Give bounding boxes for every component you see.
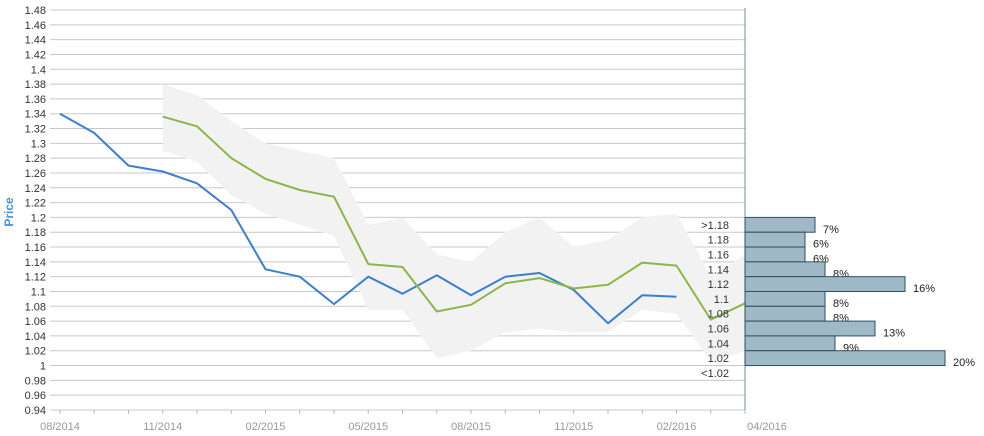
y-tick-label: 1.22 xyxy=(25,198,46,210)
y-tick-label: 1.04 xyxy=(25,331,46,343)
forecast-range-band xyxy=(162,84,746,362)
y-axis-label: Price xyxy=(2,197,16,227)
distribution-histogram: >1.18 7%1.18 6%1.16 6%1.14 8%1.12 16%1.1 8%1.0… xyxy=(701,216,975,380)
histogram-bar xyxy=(744,350,946,367)
y-tick-label: 1.46 xyxy=(25,20,46,32)
histogram-bar xyxy=(744,216,816,233)
histogram-bin-label: 1.04 xyxy=(708,338,729,350)
histogram-bin-label: 1.08 xyxy=(708,309,729,321)
histogram-bin-label: <1.02 xyxy=(701,368,729,380)
histogram-percent-label: 8% xyxy=(833,298,849,310)
y-tick-label: 1.42 xyxy=(25,49,46,61)
series-line-blue xyxy=(59,112,677,325)
y-tick-label: 1.06 xyxy=(25,316,46,328)
y-tick-label: 1.12 xyxy=(25,272,46,284)
y-tick-label: 0.98 xyxy=(25,375,46,387)
y-tick-label: 1.36 xyxy=(25,94,46,106)
x-axis-ticks: 08/2014 11/2014 02/2015 05/2015 08/2015 11/20… xyxy=(40,410,787,433)
histogram-bar xyxy=(744,246,806,263)
y-tick-label: 1.28 xyxy=(25,153,46,165)
x-tick-label: 05/2015 xyxy=(348,421,388,433)
histogram-bin-label: >1.18 xyxy=(701,220,729,232)
histogram-bin-label: 1.16 xyxy=(708,249,729,261)
histogram-bin-label: 1.18 xyxy=(708,235,729,247)
histogram-bar xyxy=(744,276,906,292)
histogram-bar xyxy=(744,261,826,278)
y-tick-label: 1.18 xyxy=(25,227,46,239)
histogram-percent-label: 20% xyxy=(953,357,975,369)
x-tick-label: 02/2015 xyxy=(246,421,286,433)
price-series-lines xyxy=(59,112,761,325)
histogram-bin-label: 1.06 xyxy=(708,324,729,336)
y-tick-label: 0.96 xyxy=(25,390,46,402)
histogram-percent-label: 6% xyxy=(813,239,829,251)
histogram-bar xyxy=(744,335,836,352)
y-tick-label: 1.34 xyxy=(25,109,46,121)
histogram-bar xyxy=(744,290,826,307)
y-axis-ticks: 1.48 1.46 1.44 1.42 1.4 1.38 1.36 1.34 1.32 1.3 1.… xyxy=(25,5,46,417)
y-tick-label: 1.32 xyxy=(25,124,46,136)
x-tick-label: 11/2014 xyxy=(143,421,182,433)
y-tick-label: 1.26 xyxy=(25,168,46,180)
histogram-percent-label: 7% xyxy=(823,224,839,236)
x-tick-label: 08/2015 xyxy=(451,421,491,433)
histogram-bar xyxy=(744,231,806,248)
grid-lines xyxy=(50,8,746,411)
y-tick-label: 1.2 xyxy=(31,212,46,224)
x-tick-label: 11/2015 xyxy=(554,421,593,433)
histogram-bar xyxy=(744,305,826,322)
y-tick-label: 1.4 xyxy=(31,64,46,76)
y-tick-label: 0.94 xyxy=(25,405,46,417)
y-tick-label: 1 xyxy=(40,361,46,373)
y-tick-label: 1.38 xyxy=(25,79,46,91)
histogram-percent-label: 16% xyxy=(913,283,935,295)
x-tick-label: 04/2016 xyxy=(747,421,787,433)
y-tick-label: 1.16 xyxy=(25,242,46,254)
y-tick-label: 1.14 xyxy=(25,257,46,269)
y-tick-label: 1.1 xyxy=(31,286,46,298)
histogram-percent-label: 13% xyxy=(883,328,905,340)
histogram-bar xyxy=(744,320,876,337)
histogram-bin-label: 1.1 xyxy=(714,294,729,306)
y-tick-label: 1.48 xyxy=(25,5,46,17)
y-tick-label: 1.02 xyxy=(25,346,46,358)
y-tick-label: 1.08 xyxy=(25,301,46,313)
histogram-bin-label: 1.02 xyxy=(708,353,729,365)
histogram-bin-label: 1.14 xyxy=(708,264,729,276)
x-tick-label: 02/2016 xyxy=(657,421,697,433)
y-tick-label: 1.44 xyxy=(25,35,46,47)
x-tick-label: 08/2014 xyxy=(40,421,80,433)
series-line-green xyxy=(162,115,761,321)
y-tick-label: 1.24 xyxy=(25,183,46,195)
y-tick-label: 1.3 xyxy=(31,138,46,150)
histogram-bin-label: 1.12 xyxy=(708,279,729,291)
